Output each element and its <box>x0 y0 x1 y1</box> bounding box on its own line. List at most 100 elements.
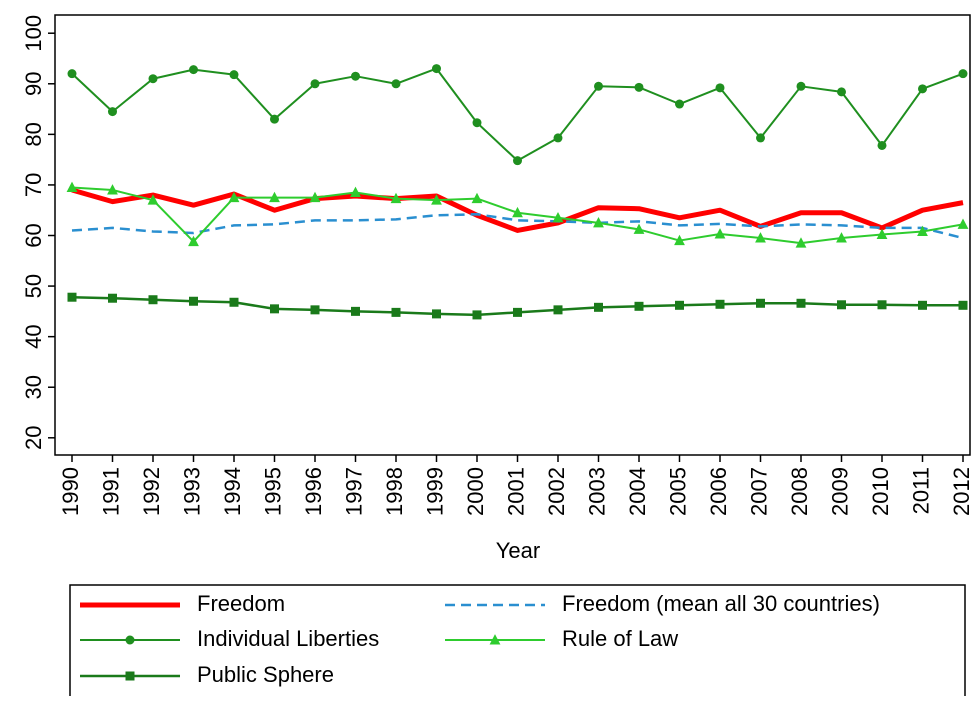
marker <box>472 310 482 320</box>
x-tick-label: 2002 <box>544 467 569 516</box>
marker <box>147 194 159 205</box>
marker <box>634 301 644 311</box>
marker <box>796 298 806 308</box>
marker <box>432 309 441 319</box>
marker <box>108 107 117 117</box>
x-axis-label: Year <box>496 538 540 563</box>
marker <box>229 70 239 80</box>
x-tick-label: 1991 <box>98 467 123 516</box>
legend-label: Public Sphere <box>197 662 334 687</box>
marker <box>310 305 320 315</box>
marker <box>675 99 684 109</box>
marker <box>270 304 279 314</box>
marker <box>957 218 969 229</box>
y-tick-label: 60 <box>21 223 46 247</box>
marker <box>431 194 442 205</box>
marker <box>796 81 806 91</box>
marker <box>513 307 522 317</box>
marker <box>714 228 726 239</box>
marker <box>918 300 927 310</box>
y-tick-label: 30 <box>21 375 46 399</box>
x-tick-label: 2012 <box>949 467 971 516</box>
marker <box>836 232 847 243</box>
x-tick-label: 2001 <box>503 467 528 516</box>
y-tick-label: 50 <box>21 274 46 298</box>
marker <box>877 140 887 150</box>
marker <box>67 292 77 302</box>
legend-marker <box>125 635 135 645</box>
marker <box>269 191 280 203</box>
x-tick-label: 2009 <box>827 467 852 516</box>
line <box>71 187 964 233</box>
legend-marker <box>125 671 135 681</box>
marker <box>958 69 968 79</box>
marker <box>310 79 320 89</box>
y-tick-label: 20 <box>21 426 46 450</box>
marker <box>471 192 483 204</box>
x-tick-label: 1997 <box>341 467 366 516</box>
marker <box>188 235 199 247</box>
marker <box>593 217 604 228</box>
marker <box>189 296 198 306</box>
marker <box>189 65 198 75</box>
marker <box>351 71 360 81</box>
marker <box>715 299 725 309</box>
x-tick-label: 1998 <box>382 467 407 516</box>
x-tick-label: 1993 <box>179 467 204 516</box>
x-tick-label: 1992 <box>139 467 164 516</box>
x-tick-label: 1995 <box>260 467 285 516</box>
marker <box>148 295 158 305</box>
marker <box>958 300 968 310</box>
marker <box>634 82 644 92</box>
y-tick-label: 80 <box>21 122 46 146</box>
x-tick-label: 2010 <box>868 467 893 516</box>
marker <box>553 133 563 143</box>
marker <box>66 181 78 192</box>
marker <box>755 232 766 243</box>
marker <box>270 114 279 124</box>
x-tick-label: 1994 <box>220 467 245 516</box>
marker <box>594 81 603 91</box>
x-tick-label: 2006 <box>706 467 731 516</box>
marker <box>553 305 563 315</box>
y-tick-label: 40 <box>21 324 46 348</box>
marker <box>432 64 441 74</box>
line <box>71 213 964 240</box>
marker <box>837 87 846 97</box>
marker <box>756 298 765 308</box>
marker <box>390 192 402 204</box>
legend-label: Freedom <box>197 591 285 616</box>
x-tick-label: 2000 <box>463 467 488 516</box>
marker <box>512 206 523 218</box>
marker <box>877 300 887 310</box>
marker <box>107 184 118 195</box>
x-tick-label: 2011 <box>908 467 933 514</box>
marker <box>715 83 725 93</box>
y-tick-label: 70 <box>21 173 46 197</box>
marker <box>837 300 846 310</box>
marker <box>675 300 684 310</box>
x-tick-label: 2008 <box>787 467 812 516</box>
marker <box>552 211 564 223</box>
x-tick-label: 1999 <box>422 467 447 516</box>
x-tick-label: 2005 <box>665 467 690 516</box>
marker <box>391 79 401 89</box>
marker <box>391 307 401 317</box>
x-tick-label: 2004 <box>625 467 650 516</box>
marker <box>148 74 158 84</box>
marker <box>876 228 888 239</box>
marker <box>513 156 522 166</box>
legend-label: Freedom (mean all 30 countries) <box>562 591 880 616</box>
legend-box <box>69 584 966 701</box>
y-tick-label: 100 <box>21 15 46 52</box>
marker <box>228 191 240 203</box>
marker <box>350 186 361 198</box>
marker <box>795 237 807 248</box>
marker <box>594 302 603 312</box>
marker <box>756 133 765 143</box>
x-tick-label: 2007 <box>746 467 771 516</box>
line <box>71 67 964 162</box>
x-tick-label: 2003 <box>584 467 609 516</box>
plot-frame <box>54 14 971 456</box>
